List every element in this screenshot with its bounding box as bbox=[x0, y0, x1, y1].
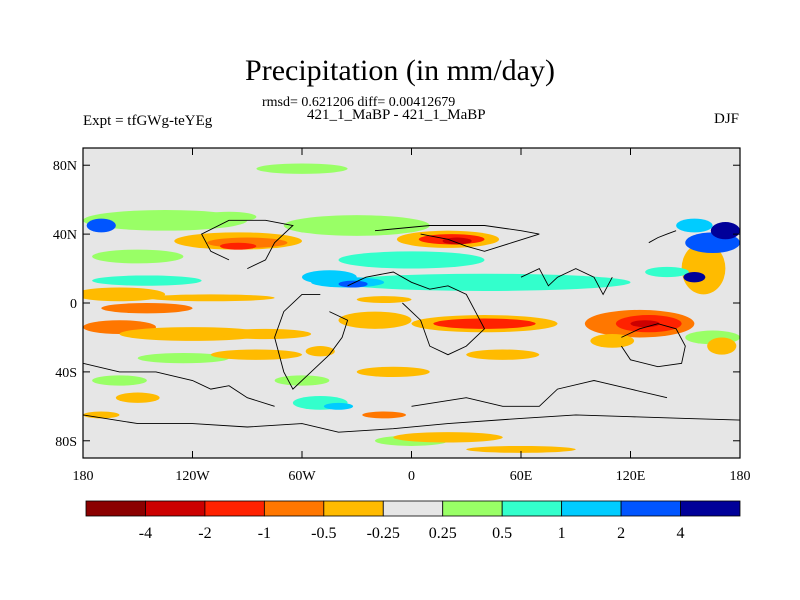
precip-blob-33 bbox=[86, 218, 116, 233]
precip-blob-2 bbox=[219, 242, 257, 250]
precip-blob-46 bbox=[393, 432, 503, 443]
precip-blob-5 bbox=[442, 237, 472, 245]
land-outline-4 bbox=[621, 323, 686, 368]
colorbar-label: 0.25 bbox=[429, 525, 457, 542]
precip-blob-32 bbox=[676, 218, 713, 233]
precip-blob-50 bbox=[466, 445, 576, 453]
lon-tick-label: 180 bbox=[730, 469, 751, 484]
precip-blob-24 bbox=[433, 318, 536, 329]
precip-blob-16 bbox=[146, 294, 275, 302]
precip-blob-12 bbox=[92, 275, 202, 286]
map-background bbox=[83, 148, 740, 458]
precip-blob-39 bbox=[323, 402, 354, 410]
land-outline-0 bbox=[374, 225, 540, 252]
lat-tick-label: 40S bbox=[55, 366, 77, 381]
colorbar-label: -2 bbox=[198, 525, 211, 542]
colorbar-label: 4 bbox=[677, 525, 685, 542]
land-outline-3 bbox=[200, 219, 294, 270]
lat-tick-label: 0 bbox=[70, 297, 77, 312]
lon-tick-label: 60W bbox=[288, 469, 316, 484]
lon-tick-label: 180 bbox=[73, 469, 94, 484]
expt-label: Expt = tfGWg-teYEg bbox=[83, 113, 213, 129]
colorbar-swatch bbox=[501, 500, 563, 517]
land-outline-2 bbox=[274, 293, 349, 390]
colorbar-labels: -4 -2 -1 -0.5 -0.25 0.25 0.5 1 2 4 bbox=[139, 525, 685, 542]
precip-blob-54 bbox=[590, 334, 635, 348]
colorbar-swatch bbox=[561, 500, 622, 517]
colorbar bbox=[85, 500, 741, 517]
colorbar-swatch bbox=[145, 500, 206, 517]
land-outline-9 bbox=[648, 230, 677, 244]
precip-blob-20 bbox=[119, 327, 266, 341]
diff-label: 421_1_MaBP - 421_1_MaBP bbox=[307, 107, 486, 123]
precip-blob-49 bbox=[305, 346, 335, 357]
colorbar-label: 1 bbox=[558, 525, 566, 542]
precip-blob-31 bbox=[710, 222, 740, 240]
precip-blob-51 bbox=[707, 337, 737, 355]
colorbar-label: -1 bbox=[258, 525, 271, 542]
colorbar-label: -0.5 bbox=[311, 525, 336, 542]
land-outline-1 bbox=[347, 271, 486, 356]
precip-blob-17 bbox=[101, 303, 193, 314]
colorbar-swatch bbox=[442, 500, 503, 517]
lat-tick-label: 80N bbox=[53, 159, 77, 174]
colorbar-label: -4 bbox=[139, 525, 152, 542]
lat-tick-label: 80S bbox=[55, 435, 77, 450]
lon-tick-label: 60E bbox=[510, 469, 533, 484]
colorbar-swatch bbox=[680, 500, 741, 517]
precip-blob-14 bbox=[338, 280, 368, 288]
land-outline-6 bbox=[83, 362, 275, 407]
lon-axis: 180 120W 60W 0 60E 120E 180 bbox=[73, 148, 751, 484]
colorbar-swatch bbox=[382, 500, 444, 517]
precip-blob-21 bbox=[219, 328, 312, 340]
precip-contours bbox=[83, 163, 740, 453]
colorbar-swatch bbox=[85, 500, 146, 517]
land-outline-7 bbox=[411, 380, 668, 407]
lat-tick-label: 40N bbox=[53, 228, 77, 243]
page-title: Precipitation (in mm/day) bbox=[245, 54, 555, 87]
precip-blob-42 bbox=[92, 375, 147, 386]
colorbar-label: 2 bbox=[617, 525, 625, 542]
precip-blob-22 bbox=[338, 311, 412, 329]
colorbar-swatch bbox=[620, 500, 681, 517]
precip-blob-47 bbox=[356, 366, 430, 378]
precip-blob-53 bbox=[256, 163, 348, 174]
precip-blob-10 bbox=[338, 273, 631, 291]
precip-blob-8 bbox=[283, 215, 430, 236]
colorbar-swatch bbox=[323, 500, 384, 517]
colorbar-swatch bbox=[204, 500, 265, 517]
precip-blob-43 bbox=[137, 352, 229, 364]
precip-blob-52 bbox=[201, 211, 257, 223]
precip-blob-18 bbox=[356, 296, 412, 303]
colorbar-label: -0.25 bbox=[367, 525, 400, 542]
precip-blob-7 bbox=[92, 249, 184, 264]
precip-blob-48 bbox=[210, 349, 302, 360]
precip-blob-34 bbox=[645, 266, 689, 278]
stats-line: rmsd= 0.621206 diff= 0.00412679 bbox=[262, 95, 456, 110]
land-outlines bbox=[83, 219, 740, 458]
precip-blob-44 bbox=[115, 392, 160, 403]
lon-tick-label: 0 bbox=[408, 469, 415, 484]
season-label: DJF bbox=[713, 111, 739, 127]
precip-blob-15 bbox=[83, 287, 166, 302]
precip-blob-27 bbox=[630, 320, 660, 328]
precip-blob-9 bbox=[338, 251, 485, 269]
land-outline-8 bbox=[520, 268, 613, 296]
land-outline-5 bbox=[83, 414, 740, 458]
precip-blob-36 bbox=[466, 349, 540, 360]
colorbar-label: 0.5 bbox=[492, 525, 512, 542]
lon-tick-label: 120E bbox=[616, 469, 646, 484]
precip-blob-35 bbox=[683, 272, 706, 283]
lon-tick-label: 120W bbox=[175, 469, 210, 484]
lat-axis: 80N 40N 0 40S 80S bbox=[53, 159, 740, 450]
precip-blob-40 bbox=[362, 411, 407, 419]
colorbar-swatch bbox=[263, 500, 325, 517]
